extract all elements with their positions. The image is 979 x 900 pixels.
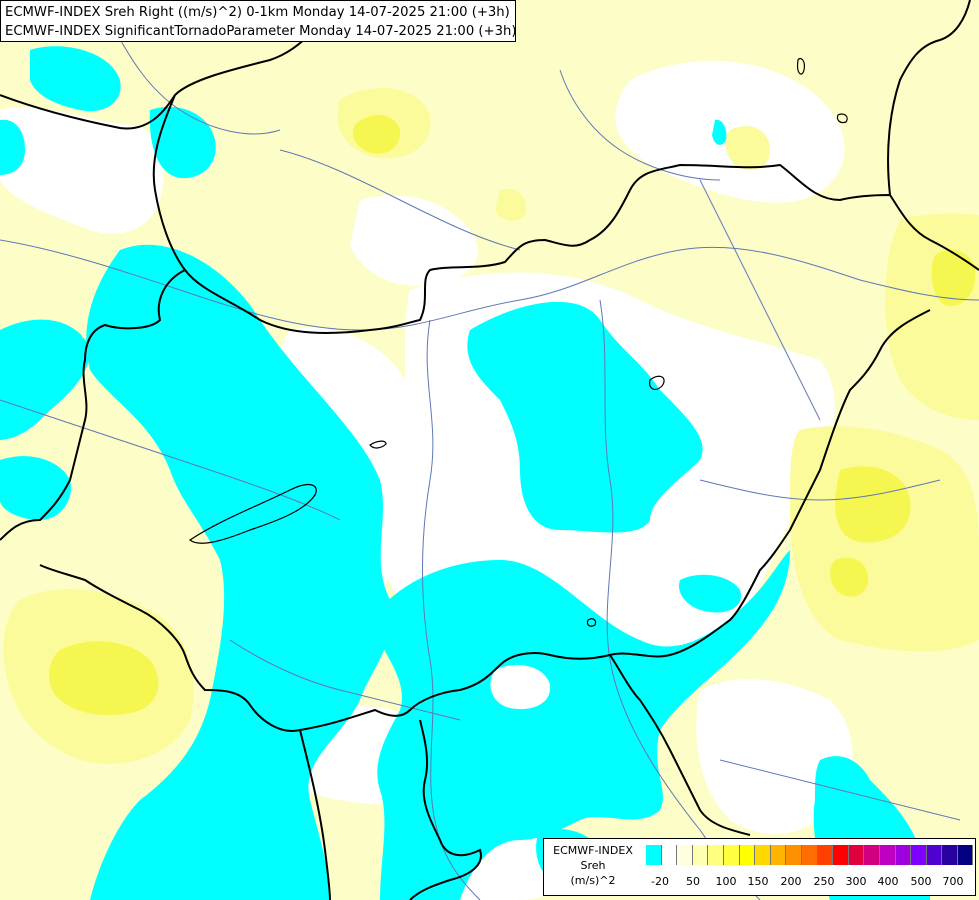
legend-tick-label: 500 <box>910 875 932 888</box>
cyan-area-far-west <box>0 319 90 440</box>
legend-swatch <box>770 845 787 865</box>
legend-title-parameter: Sreh <box>580 859 606 872</box>
legend-title-source: ECMWF-INDEX <box>553 844 633 857</box>
legend-title-unit: (m/s)^2 <box>570 874 616 887</box>
legend-tick-label: 50 <box>686 875 700 888</box>
legend-tick-label: 100 <box>715 875 737 888</box>
legend-swatch <box>817 845 834 865</box>
legend-tick-label: 250 <box>813 875 835 888</box>
white-area-south-east <box>696 679 853 834</box>
legend-swatch <box>833 845 849 865</box>
legend-swatch <box>957 845 974 865</box>
legend-swatch <box>942 845 958 865</box>
legend-tick-label: 150 <box>747 875 769 888</box>
legend-swatch <box>646 845 662 865</box>
white-area-north-center <box>350 195 478 286</box>
title-line-sreh: ECMWF-INDEX Sreh Right ((m/s)^2) 0-1km M… <box>5 5 510 20</box>
legend-tick-label: 200 <box>780 875 802 888</box>
yellow-core-areas <box>48 114 976 716</box>
legend-swatch <box>692 845 709 865</box>
legend-swatch <box>848 845 865 865</box>
legend-swatch <box>723 845 740 865</box>
legend-swatch <box>677 845 693 865</box>
title-line-stp: ECMWF-INDEX SignificantTornadoParameter … <box>5 24 517 39</box>
legend-swatch <box>911 845 927 865</box>
legend-swatch <box>801 845 818 865</box>
cyan-field-areas <box>0 46 930 900</box>
map-title-box: ECMWF-INDEX Sreh Right ((m/s)^2) 0-1km M… <box>0 0 516 42</box>
legend-swatch <box>708 845 724 865</box>
cyan-area-center <box>467 301 703 533</box>
legend-swatch <box>926 845 943 865</box>
rivers <box>0 19 979 900</box>
legend-tick-label: 300 <box>845 875 867 888</box>
legend-swatch <box>786 845 802 865</box>
legend-swatch <box>895 845 912 865</box>
lakes <box>188 57 848 627</box>
lake-balaton <box>188 483 317 544</box>
legend-title: ECMWF-INDEX Sreh (m/s)^2 <box>544 843 642 888</box>
cyan-area-west <box>86 244 392 900</box>
white-area-north-west <box>0 107 164 234</box>
legend-swatch <box>755 845 771 865</box>
legend-tick-label: -20 <box>651 875 669 888</box>
legend-swatch <box>864 845 880 865</box>
cyan-area-northwest <box>30 46 121 112</box>
legend-ticks: -20 50 100 150 200 250 300 400 500 700 <box>646 875 976 889</box>
legend-tick-label: 400 <box>877 875 899 888</box>
color-legend: ECMWF-INDEX Sreh (m/s)^2 -20 50 100 150 200 2… <box>543 838 976 896</box>
cyan-area-south-center <box>370 550 790 900</box>
legend-swatch <box>879 845 896 865</box>
legend-tick-label: 700 <box>942 875 964 888</box>
legend-swatch <box>661 845 678 865</box>
legend-swatch <box>739 845 756 865</box>
legend-swatches <box>646 845 974 865</box>
